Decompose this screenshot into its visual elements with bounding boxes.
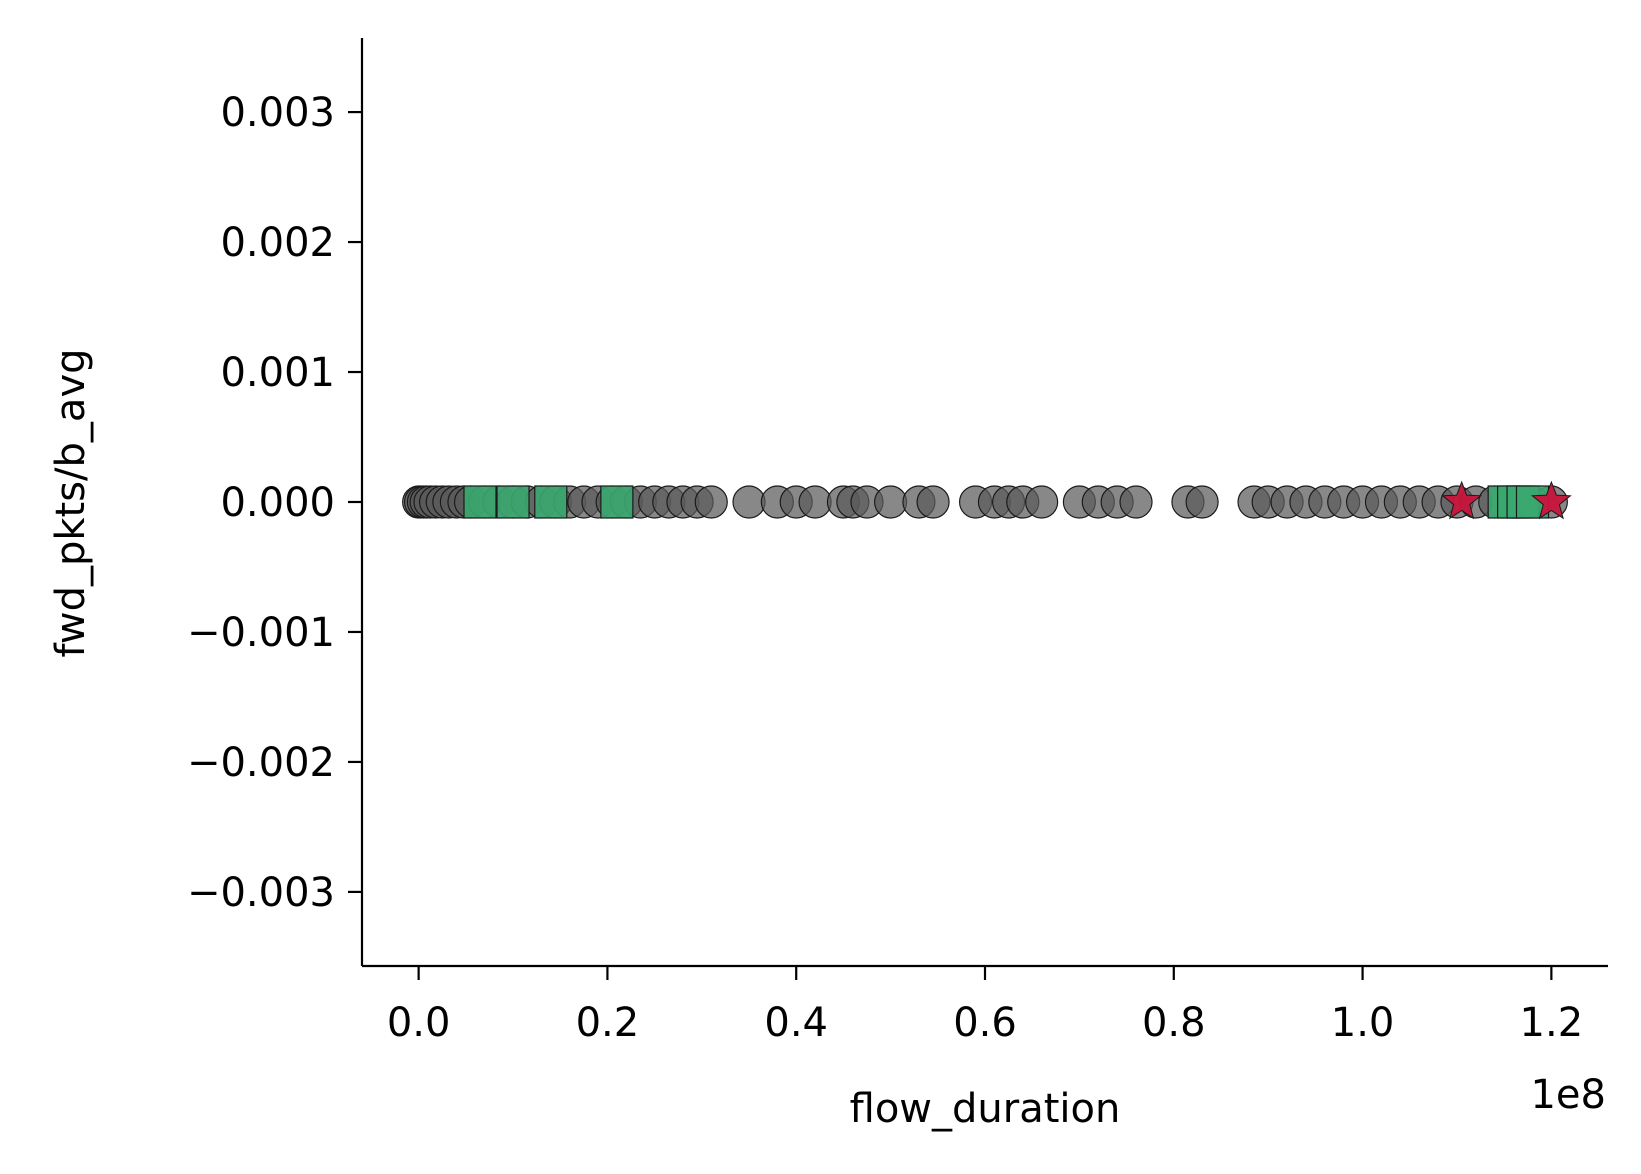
data-point-square [496,485,530,519]
y-tick-label: −0.001 [187,610,335,656]
y-tick-label: 0.001 [220,350,335,396]
x-tick-label: 0.4 [764,1000,828,1046]
data-point-circle [1119,485,1153,519]
data-point-square [534,485,568,519]
y-tick-label: 0.002 [220,220,335,266]
x-tick-label: 0.2 [576,1000,640,1046]
data-point-circle [694,485,728,519]
data-point-star [1530,480,1572,520]
y-axis-ticks: 0.003 0.002 0.001 0.000 −0.001 −0.002 −0.003 [187,90,362,916]
data-point-circle [1185,485,1219,519]
x-axis-title: flow_duration [850,1086,1121,1132]
data-point-circle [798,485,832,519]
data-point-star [1441,480,1483,520]
x-tick-label: 1.2 [1520,1000,1584,1046]
x-tick-label: 1.0 [1331,1000,1395,1046]
y-tick-label: −0.002 [187,740,335,786]
data-points [402,480,1572,520]
y-tick-label: 0.000 [220,480,335,526]
x-tick-label: 0.6 [953,1000,1017,1046]
data-point-circle [916,485,950,519]
data-point-square [600,485,634,519]
x-tick-label: 0.0 [387,1000,451,1046]
x-axis-ticks: 0.0 0.2 0.4 0.6 0.8 1.0 1.2 [387,966,1583,1046]
data-point-circle [1025,485,1059,519]
data-point-square [463,485,497,519]
data-point-circle [874,485,908,519]
y-axis-title: fwd_pkts/b_avg [48,348,94,657]
data-point-circle [732,485,766,519]
y-tick-label: 0.003 [220,90,335,136]
x-axis-offset-label: 1e8 [1530,1072,1606,1118]
x-tick-label: 0.8 [1142,1000,1206,1046]
y-tick-label: −0.003 [187,870,335,916]
